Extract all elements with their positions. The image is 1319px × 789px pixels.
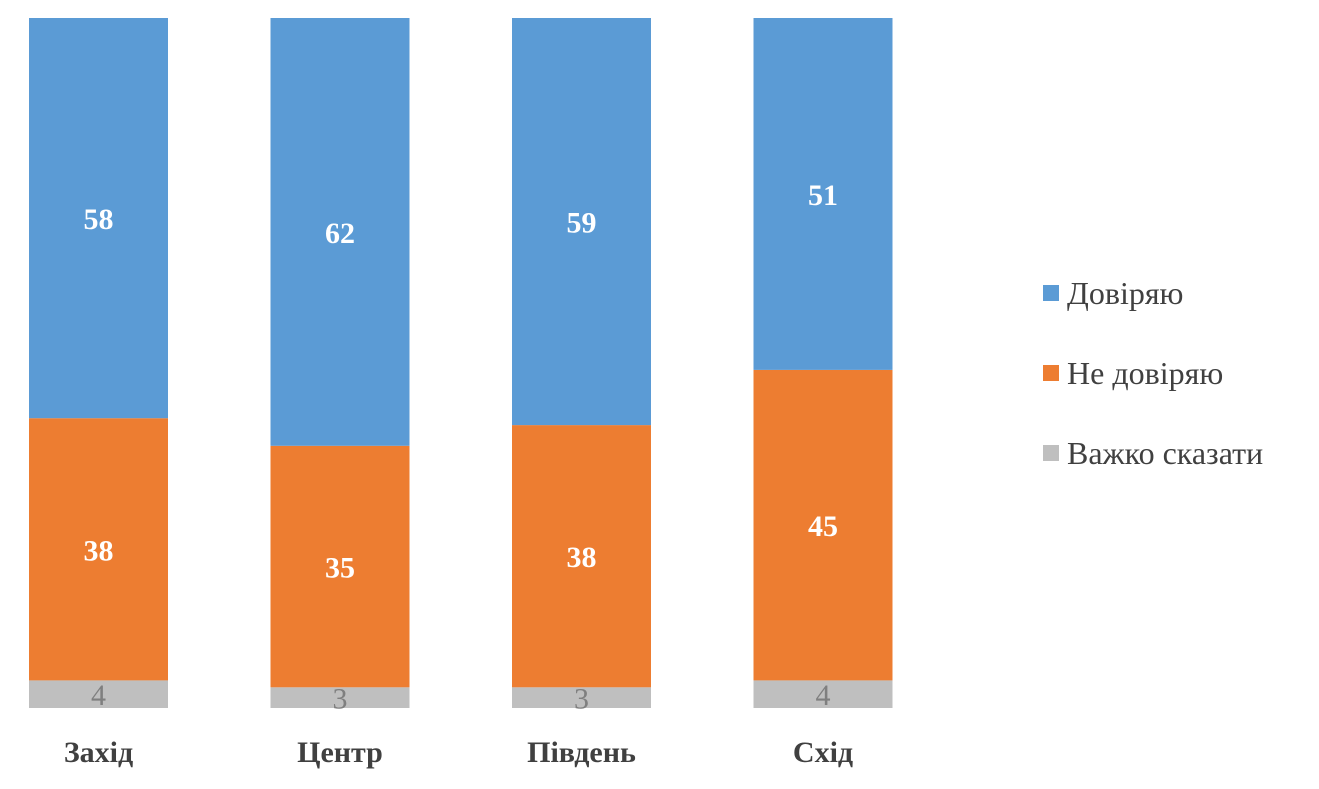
bar-segment-2-0 (512, 687, 651, 708)
data-label-0-0: 4 (91, 679, 106, 712)
bar-segment-1-1 (270, 445, 410, 688)
category-label-1: Центр (297, 736, 383, 769)
bar-segment-0-0 (29, 680, 168, 708)
legend-label-2: Важко сказати (1067, 435, 1263, 471)
bar-segment-0-2 (29, 18, 168, 419)
bar-segment-1-2 (270, 18, 410, 446)
data-label-3-2: 51 (808, 179, 838, 212)
data-label-1-1: 35 (325, 552, 355, 585)
bar-segment-3-2 (753, 18, 893, 370)
legend-swatch-2 (1043, 445, 1059, 461)
legend-swatch-0 (1043, 285, 1059, 301)
bar-segment-2-2 (512, 18, 651, 426)
bar-segment-0-1 (29, 418, 168, 681)
legend-swatch-1 (1043, 365, 1059, 381)
bar-segment-3-1 (753, 369, 893, 681)
bars-group: 4 38 58 3 35 62 3 38 59 4 45 51 (29, 18, 893, 716)
data-label-0-1: 38 (84, 534, 114, 567)
category-label-0: Захід (64, 736, 133, 769)
data-label-3-1: 45 (808, 510, 838, 543)
category-label-2: Південь (527, 736, 636, 769)
bar-segment-2-1 (512, 425, 651, 688)
data-label-2-0: 3 (574, 683, 589, 716)
legend-label-1: Не довіряю (1067, 355, 1223, 391)
category-label-3: Схід (793, 736, 853, 769)
data-label-2-2: 59 (567, 207, 597, 240)
bar-segment-1-0 (270, 687, 410, 708)
data-label-0-2: 58 (84, 203, 114, 236)
data-label-2-1: 38 (567, 541, 597, 574)
data-label-1-2: 62 (325, 217, 355, 250)
legend-label-0: Довіряю (1067, 275, 1183, 311)
bar-segment-3-0 (753, 680, 893, 708)
data-label-3-0: 4 (816, 679, 831, 712)
legend: Довіряю Не довіряю Важко сказати (1043, 275, 1263, 471)
data-label-1-0: 3 (333, 683, 348, 716)
category-labels: Захід Центр Південь Схід (64, 736, 853, 769)
